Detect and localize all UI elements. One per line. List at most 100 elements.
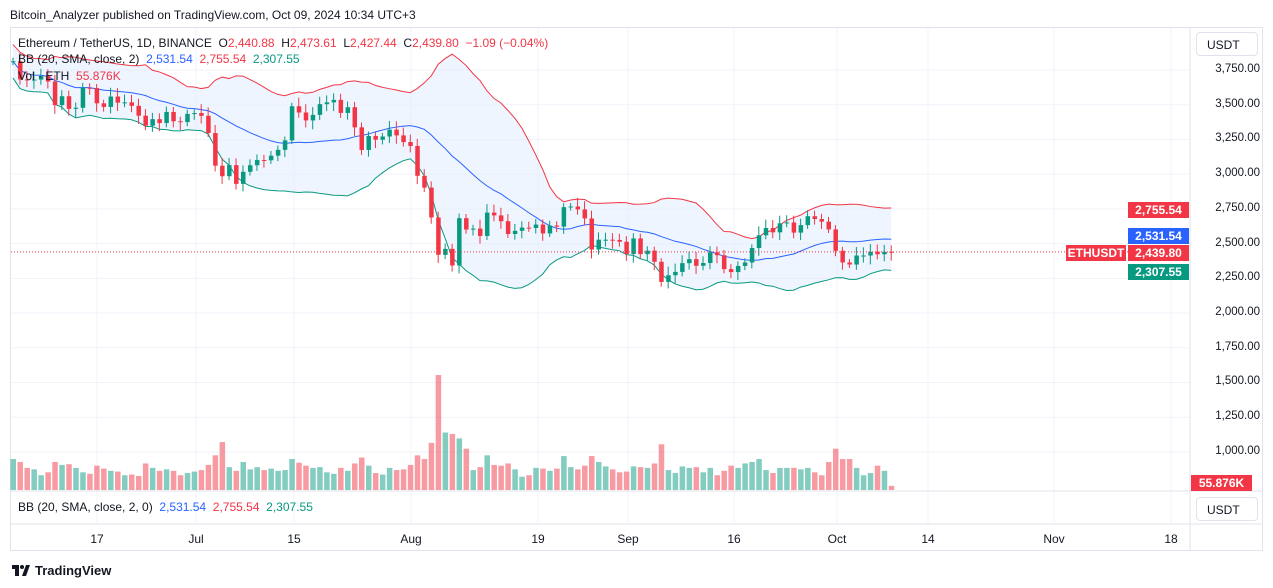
volume-bar — [303, 465, 309, 490]
candle-body — [31, 79, 37, 81]
candle-body — [352, 107, 358, 128]
candle-body — [11, 61, 16, 63]
candle-body — [756, 235, 762, 249]
price-tick-label: 3,500.00 — [1215, 97, 1260, 110]
candle-body — [401, 135, 406, 143]
candle-body — [596, 239, 601, 250]
volume-bar — [533, 467, 539, 490]
candle-body — [638, 238, 643, 255]
candle-body — [575, 206, 581, 210]
candle-body — [359, 127, 364, 150]
candle-body — [338, 99, 344, 113]
volume-bar — [219, 442, 226, 490]
volume-bar — [80, 472, 86, 490]
volume-bar — [484, 455, 490, 490]
candle-body — [296, 106, 302, 113]
volume-bar — [672, 473, 679, 490]
candle-body — [310, 114, 316, 121]
candle-body — [303, 112, 309, 121]
volume-bar — [31, 469, 37, 490]
candle-body — [652, 250, 657, 262]
candle-body — [450, 248, 455, 266]
candle-body — [847, 262, 852, 265]
candle-body — [721, 255, 727, 270]
candle-body — [471, 228, 476, 230]
candle-body — [812, 216, 818, 219]
grid — [11, 28, 1190, 524]
volume-bar — [115, 471, 121, 490]
candle-body — [805, 216, 811, 226]
bb-basis-value: 2,531.54 — [146, 52, 193, 66]
candle-body — [150, 119, 155, 126]
volume-bar — [888, 485, 895, 490]
lower-bb-legend[interactable]: BB (20, SMA, close, 2, 0) 2,531.54 2,755… — [18, 500, 313, 514]
volume-bar — [756, 459, 762, 490]
candle-body — [464, 218, 469, 230]
candle-body — [213, 133, 218, 166]
candle-body — [331, 99, 337, 103]
volume-bar — [122, 475, 128, 490]
volume-bar — [428, 442, 435, 490]
price-tick-label: 3,250.00 — [1215, 132, 1260, 145]
candle-body — [666, 275, 671, 282]
candle-body — [178, 121, 183, 123]
candle-body — [366, 135, 371, 150]
candle-body — [840, 250, 845, 263]
candle-body — [247, 165, 253, 172]
open-label: O — [218, 36, 228, 50]
volume-bar — [526, 475, 532, 490]
candle-body — [868, 251, 873, 256]
volume-bar — [177, 475, 184, 490]
volume-bar — [707, 467, 713, 490]
lower-bb-basis: 2,531.54 — [159, 500, 207, 514]
volume-bar — [379, 474, 386, 490]
candle-body — [24, 79, 30, 81]
candle-body — [52, 81, 58, 106]
time-tick-label: Jul — [188, 532, 204, 546]
price-tick-label: 1,750.00 — [1215, 340, 1260, 353]
bb-upper-line — [12, 44, 892, 240]
price-tick-label: 2,500.00 — [1215, 236, 1260, 249]
price-tick-label: 2,250.00 — [1215, 271, 1260, 284]
volume-bar — [547, 470, 553, 490]
volume-bar — [742, 463, 748, 490]
candle-body — [791, 222, 797, 233]
volume-bar — [128, 474, 135, 490]
bb-upper-value: 2,755.54 — [199, 52, 247, 66]
volume-bar — [665, 470, 672, 490]
symbol-name: Ethereum / TetherUS, 1D, BINANCE — [18, 36, 212, 50]
volume-bar — [393, 470, 400, 490]
volume-bar — [282, 470, 288, 490]
bb-legend[interactable]: BB (20, SMA, close, 2) 2,531.54 2,755.54… — [18, 52, 300, 66]
candle-body — [554, 225, 560, 227]
candle-body — [87, 87, 93, 89]
symbol-legend[interactable]: Ethereum / TetherUS, 1D, BINANCE O2,440.… — [18, 36, 548, 50]
volume-label: Vol · ETH — [18, 69, 70, 83]
change-value: −1.09 (−0.04%) — [465, 36, 549, 50]
volume-bar — [247, 469, 253, 490]
volume-legend[interactable]: Vol · ETH 55.876K — [18, 69, 121, 83]
volume-bar — [853, 467, 860, 490]
volume-bar — [658, 444, 665, 490]
volume-bar — [819, 475, 825, 490]
currency-unit-button[interactable]: USDT — [1196, 32, 1258, 56]
candle-body — [735, 265, 741, 273]
volume-bar — [644, 467, 651, 490]
candle-body — [763, 228, 769, 236]
candle-body — [136, 105, 141, 116]
tradingview-logo[interactable]: TradingView — [12, 563, 111, 578]
volume-bar — [198, 470, 205, 490]
volume-bar — [700, 472, 707, 490]
volume-bar — [372, 473, 379, 490]
tradingview-logo-icon — [12, 564, 30, 576]
lower-currency-unit-button[interactable]: USDT — [1196, 497, 1258, 521]
volume-bar — [575, 469, 581, 490]
time-tick-label: Nov — [1043, 532, 1065, 546]
candle-body — [59, 96, 65, 106]
candle-body — [108, 96, 114, 107]
candle-body — [80, 87, 86, 108]
candle-body — [115, 96, 121, 103]
candle-body — [122, 102, 128, 104]
volume-bar — [777, 467, 783, 490]
